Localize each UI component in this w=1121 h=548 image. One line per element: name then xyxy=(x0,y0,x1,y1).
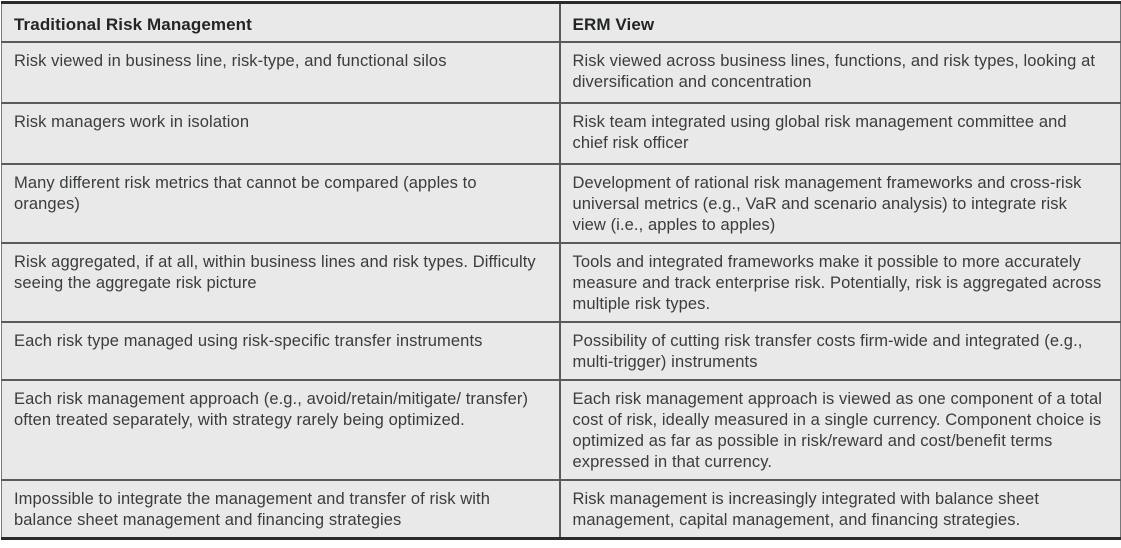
cell-erm: Possibility of cutting risk transfer cos… xyxy=(559,322,1121,381)
cell-erm: Risk team integrated using global risk m… xyxy=(559,103,1121,165)
table-row: Risk managers work in isolation Risk tea… xyxy=(1,103,1121,165)
header-row: Traditional Risk Management ERM View xyxy=(1,2,1121,43)
cell-traditional: Risk managers work in isolation xyxy=(1,103,561,165)
cell-erm: Risk management is increasingly integrat… xyxy=(572,490,1040,529)
header-cell-traditional: Traditional Risk Management xyxy=(1,2,561,43)
table-row: Many different risk metrics that cannot … xyxy=(1,164,1121,244)
cell-traditional: Risk viewed in business line, risk-type,… xyxy=(1,42,561,104)
table-row: Each risk type managed using risk-specif… xyxy=(1,322,1121,381)
cell-traditional: Risk aggregated, if at all, within busin… xyxy=(1,243,561,323)
table-row: Risk viewed in business line, risk-type,… xyxy=(1,42,1121,104)
cell-traditional: Each risk type managed using risk-specif… xyxy=(1,322,561,381)
cell-erm: Risk viewed across business lines, funct… xyxy=(559,42,1121,104)
cell-traditional: Each risk management approach (e.g., avo… xyxy=(1,380,561,481)
header-cell-erm: ERM View xyxy=(559,2,1121,43)
cell-erm: Each risk management approach is viewed … xyxy=(559,380,1121,481)
cell-erm: Development of rational risk management … xyxy=(559,164,1121,244)
cell-traditional: Impossible to integrate the management a… xyxy=(1,480,561,539)
table-row: Each risk management approach (e.g., avo… xyxy=(1,380,1121,481)
table-row: Impossible to integrate the management a… xyxy=(1,480,1121,539)
cell-traditional: Many different risk metrics that cannot … xyxy=(1,164,561,244)
cell-erm: Tools and integrated frameworks make it … xyxy=(559,243,1121,323)
table-row: Risk aggregated, if at all, within busin… xyxy=(1,243,1121,323)
